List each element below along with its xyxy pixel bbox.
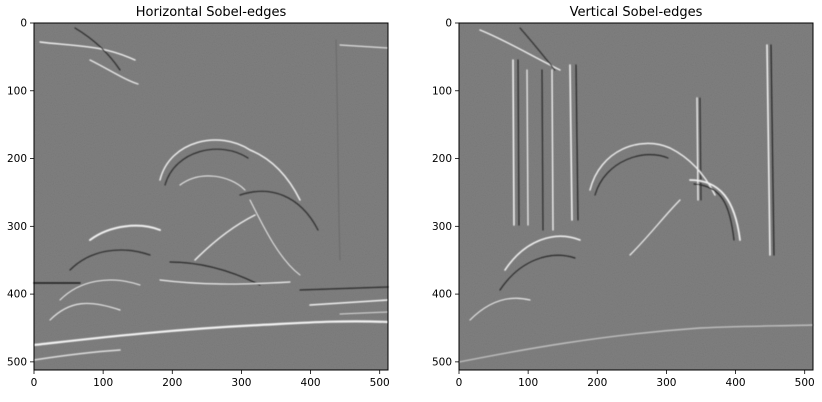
y-tick-label: 300 <box>7 221 27 233</box>
y-tick-label: 100 <box>7 85 27 97</box>
y-tick-label: 400 <box>432 289 452 301</box>
x-tick-label: 300 <box>231 377 251 389</box>
y-tick-label: 100 <box>432 85 452 97</box>
x-tick-label: 0 <box>31 377 38 389</box>
x-tick-label: 100 <box>93 377 113 389</box>
y-tick-label: 500 <box>7 356 27 368</box>
y-tick-label: 0 <box>445 18 452 30</box>
panel-title: Vertical Sobel-edges <box>570 5 703 20</box>
x-tick-label: 100 <box>518 377 538 389</box>
y-tick-label: 0 <box>20 18 27 30</box>
y-tick-label: 200 <box>432 153 452 165</box>
x-tick-label: 400 <box>726 377 746 389</box>
panel-horizontal: Horizontal Sobel-edges <box>7 5 390 389</box>
x-tick-label: 500 <box>795 377 815 389</box>
x-tick-label: 500 <box>370 377 390 389</box>
panel-title: Horizontal Sobel-edges <box>136 5 287 20</box>
axes-ticks: 0 100 200 300 400 500 0 100 200 300 400 500 <box>7 18 390 390</box>
edge-image <box>32 23 390 370</box>
axes-frame <box>458 22 814 371</box>
edge-image <box>458 23 814 370</box>
panel-vertical: Vertical Sobel-edges <box>432 5 815 389</box>
y-tick-label: 200 <box>7 153 27 165</box>
x-tick-label: 0 <box>456 377 463 389</box>
x-tick-label: 400 <box>301 377 321 389</box>
axes-frame <box>33 22 389 371</box>
axes-ticks: 0 100 200 300 400 500 0 100 200 300 400 500 <box>432 18 815 390</box>
y-tick-label: 300 <box>432 221 452 233</box>
y-tick-label: 400 <box>7 289 27 301</box>
x-tick-label: 300 <box>656 377 676 389</box>
x-tick-label: 200 <box>587 377 607 389</box>
x-tick-label: 200 <box>162 377 182 389</box>
y-tick-label: 500 <box>432 356 452 368</box>
